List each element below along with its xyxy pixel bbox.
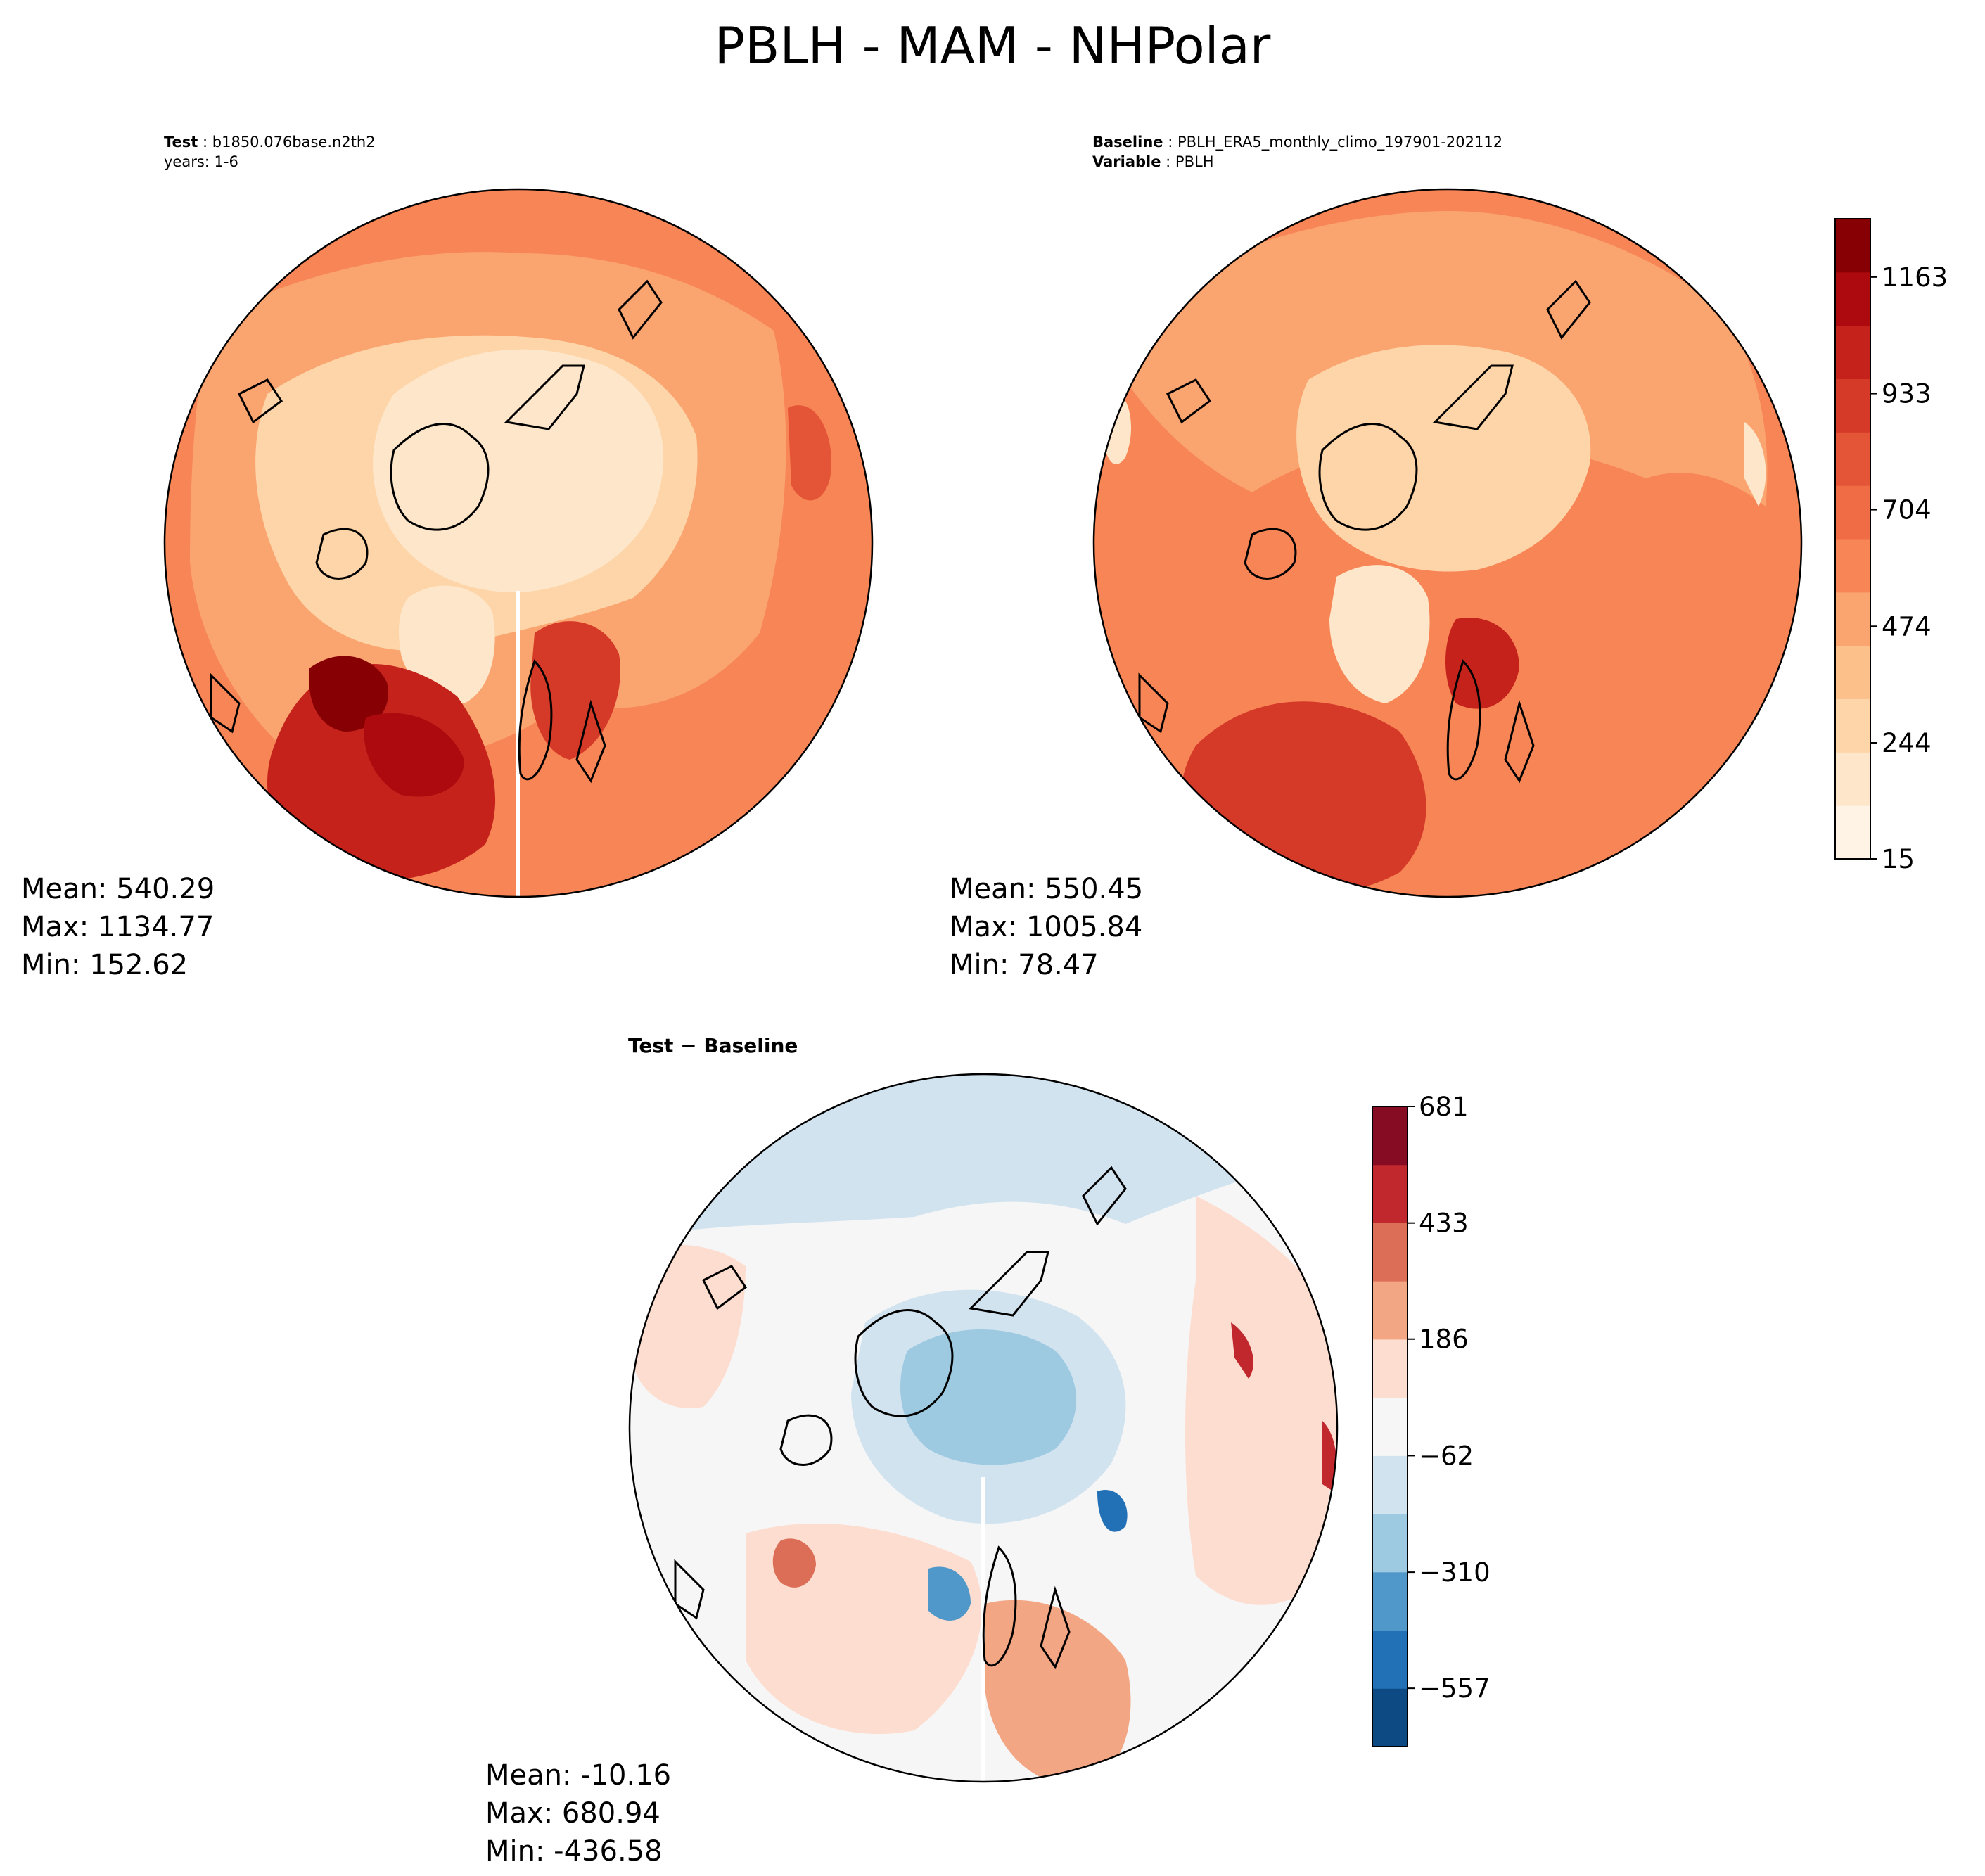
difference-arctic-core xyxy=(900,1329,1076,1465)
baseline-colorbar-tick-label: 1163 xyxy=(1882,262,1948,293)
baseline-colorbar-segment xyxy=(1835,432,1870,486)
baseline-greenland xyxy=(1329,565,1430,703)
baseline-colorbar-segment xyxy=(1835,539,1870,593)
baseline-stats: Mean: 550.45 Max: 1005.84 Min: 78.47 xyxy=(950,870,1143,984)
baseline-colorbar-segment xyxy=(1835,272,1870,326)
difference-colorbar-segment xyxy=(1372,1223,1408,1282)
test-mean: Mean: 540.29 xyxy=(21,873,215,905)
difference-colorbar-tick-label: −62 xyxy=(1419,1441,1474,1471)
difference-colorbar-segment xyxy=(1372,1455,1408,1514)
difference-barents-blue xyxy=(1097,1490,1128,1532)
difference-europe-red xyxy=(985,1600,1131,1782)
baseline-colorbar-tick-label: 474 xyxy=(1882,611,1932,642)
baseline-colorbar: 1163 933 704 474 244 15 xyxy=(1834,218,1948,874)
difference-mean: Mean: -10.16 xyxy=(485,1759,672,1792)
variable-name: PBLH xyxy=(1175,153,1214,170)
difference-max: Max: 680.94 xyxy=(485,1797,660,1830)
difference-colorbar-segment xyxy=(1372,1339,1408,1398)
baseline-colorbar-segment xyxy=(1835,592,1870,646)
difference-colorbar-tick-label: 681 xyxy=(1419,1092,1469,1122)
baseline-colorbar-tick-label: 244 xyxy=(1882,728,1932,758)
test-max: Max: 1134.77 xyxy=(21,911,215,943)
variable-info-label: Variable xyxy=(1092,153,1161,170)
difference-colorbar-tick-label: 433 xyxy=(1419,1208,1469,1239)
baseline-colorbar-segment xyxy=(1835,485,1870,540)
baseline-colorbar-segment xyxy=(1835,325,1870,379)
baseline-colorbar-segment xyxy=(1835,645,1870,699)
difference-mountain-hotspots xyxy=(1231,1322,1336,1491)
baseline-colorbar-frame xyxy=(1834,218,1871,860)
baseline-map xyxy=(1094,189,1801,897)
baseline-colorbar-segment xyxy=(1835,752,1870,806)
baseline-norway-sea xyxy=(1445,618,1519,709)
difference-east-red xyxy=(1185,1196,1337,1605)
difference-min: Min: -436.58 xyxy=(485,1835,663,1868)
baseline-colorbar-segment xyxy=(1835,805,1870,860)
baseline-coastlines xyxy=(1138,279,1591,784)
baseline-colorbar-segment xyxy=(1835,378,1870,433)
difference-colorbar-frame xyxy=(1372,1106,1408,1747)
test-arctic-ocean xyxy=(373,349,664,592)
difference-colorbar-segment xyxy=(1372,1397,1408,1456)
baseline-arctic-ocean xyxy=(1296,345,1591,572)
test-greenland xyxy=(399,585,495,703)
baseline-colorbar-tick-label: 704 xyxy=(1882,495,1932,525)
difference-colorbar-segment xyxy=(1372,1514,1408,1573)
figure-title: PBLH - MAM - NHPolar xyxy=(714,16,1271,75)
baseline-colorbar-tick-label: 15 xyxy=(1882,844,1915,874)
difference-colorbar-segment xyxy=(1372,1106,1408,1166)
test-map xyxy=(165,189,872,897)
test-east-patch xyxy=(788,405,831,501)
difference-colorbar-segment xyxy=(1372,1164,1408,1223)
test-map-border xyxy=(163,188,874,898)
test-atlantic-core xyxy=(364,713,464,797)
test-case-name: b1850.076base.n2th2 xyxy=(212,134,376,151)
baseline-info-label: Baseline xyxy=(1092,134,1163,151)
difference-labrador-hotspot xyxy=(772,1538,816,1588)
test-coastlines xyxy=(210,279,663,784)
difference-colorbar-tick-label: 186 xyxy=(1419,1325,1469,1355)
difference-colorbar-segment xyxy=(1372,1571,1408,1631)
baseline-colorbar-tick-label: 933 xyxy=(1882,379,1932,409)
difference-map-border xyxy=(628,1073,1339,1783)
difference-west-red xyxy=(633,1244,746,1408)
test-info-label: Test xyxy=(164,134,198,151)
difference-coastlines xyxy=(674,1166,1127,1670)
baseline-map-border xyxy=(1092,188,1803,898)
difference-stats: Mean: -10.16 Max: 680.94 Min: -436.58 xyxy=(485,1756,671,1870)
baseline-mean: Mean: 550.45 xyxy=(950,873,1144,905)
test-years: years: 1-6 xyxy=(164,153,238,170)
test-min: Min: 152.62 xyxy=(21,949,189,981)
test-max-blob xyxy=(309,656,388,732)
difference-colorbar: 681 433 186 −62 −310 −557 xyxy=(1372,1092,1491,1747)
baseline-info: Baseline : PBLH_ERA5_monthly_climo_19790… xyxy=(1092,134,1503,170)
difference-colorbar-tick-label: −310 xyxy=(1419,1557,1491,1588)
difference-colorbar-segment xyxy=(1372,1630,1408,1689)
test-stats: Mean: 540.29 Max: 1134.77 Min: 152.62 xyxy=(21,870,215,984)
baseline-case-name: PBLH_ERA5_monthly_climo_197901-202112 xyxy=(1177,134,1503,151)
baseline-colorbar-segment xyxy=(1835,219,1870,273)
difference-greenland-blue xyxy=(928,1566,971,1621)
baseline-min: Min: 78.47 xyxy=(950,949,1099,981)
baseline-colorbar-segment xyxy=(1835,698,1870,753)
test-seam-line xyxy=(516,591,520,897)
baseline-max: Max: 1005.84 xyxy=(950,911,1143,943)
difference-colorbar-segment xyxy=(1372,1688,1408,1747)
test-info: Test : b1850.076base.n2th2 years: 1-6 xyxy=(164,134,376,170)
difference-colorbar-tick-label: −557 xyxy=(1419,1673,1491,1704)
difference-panel-title: Test − Baseline xyxy=(628,1034,798,1057)
difference-colorbar-segment xyxy=(1372,1281,1408,1340)
